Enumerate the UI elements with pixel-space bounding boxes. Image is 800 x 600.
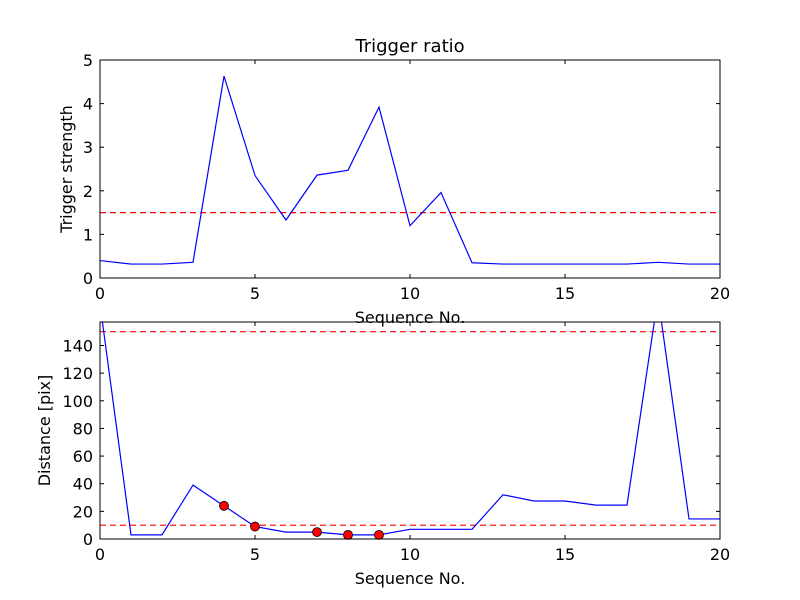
- x-tick-label: 0: [95, 284, 105, 303]
- y-tick-label: 140: [62, 336, 93, 355]
- y-tick-label: 5: [83, 51, 93, 70]
- y-tick-label: 3: [83, 138, 93, 157]
- x-tick-label: 5: [250, 284, 260, 303]
- x-tick-label: 10: [400, 545, 420, 564]
- x-tick-label: 20: [710, 284, 730, 303]
- y-tick-label: 120: [62, 364, 93, 383]
- data-point-marker: [250, 521, 260, 532]
- x-tick-label: 15: [555, 284, 575, 303]
- chart-title: Trigger ratio: [354, 36, 464, 57]
- y-tick-label: 80: [73, 419, 93, 438]
- y-axis-label: Distance [pix]: [35, 375, 54, 487]
- data-point-marker: [219, 500, 229, 511]
- y-tick-label: 20: [73, 502, 93, 521]
- y-tick-label: 1: [83, 225, 93, 244]
- y-tick-label: 40: [73, 475, 93, 494]
- data-point-marker: [343, 529, 353, 540]
- y-tick-label: 0: [83, 530, 93, 549]
- data-point-marker: [312, 527, 322, 537]
- bottom-chart: 0 5 10 15 20 0 20 40 60 80 100 120 140 Sequence No. Di…: [35, 321, 730, 588]
- y-tick-label: 2: [83, 182, 93, 201]
- x-tick-label: 0: [95, 545, 105, 564]
- x-tick-label: 10: [400, 284, 420, 303]
- series-line: [101, 322, 720, 536]
- series-line: [100, 75, 720, 265]
- y-tick-label: 60: [73, 447, 93, 466]
- y-tick-label: 0: [83, 269, 93, 288]
- y-tick-label: 100: [62, 392, 93, 411]
- data-point-marker: [374, 529, 384, 540]
- x-axis-label: Sequence No.: [355, 569, 466, 588]
- y-tick-label: 4: [83, 95, 93, 114]
- x-tick-label: 20: [710, 545, 730, 564]
- x-tick-label: 5: [250, 545, 260, 564]
- x-tick-label: 15: [555, 545, 575, 564]
- y-axis-label: Trigger strength: [57, 105, 76, 234]
